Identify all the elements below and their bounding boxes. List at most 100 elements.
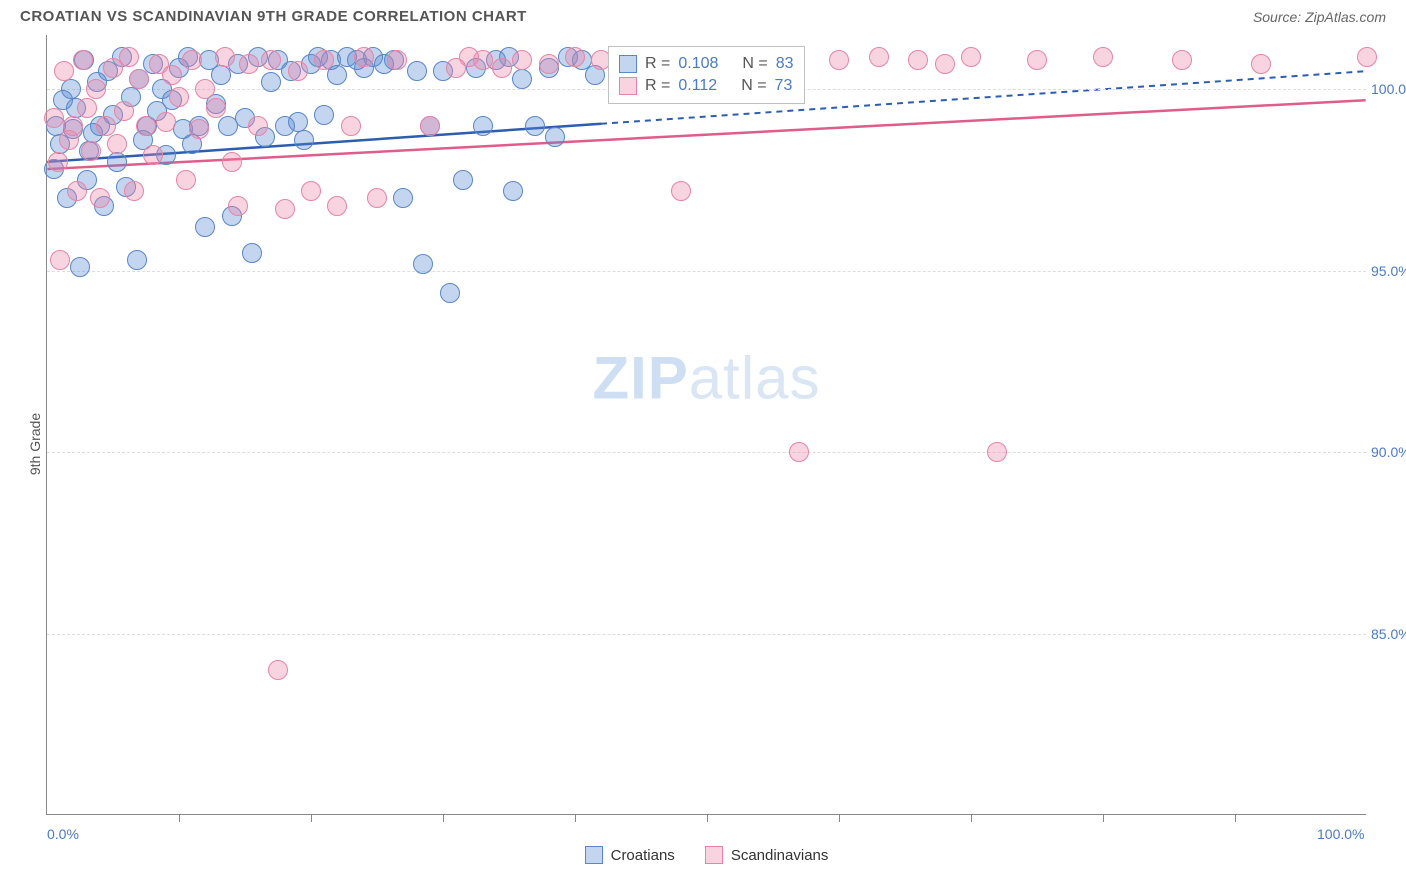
x-tick-mark <box>311 814 312 822</box>
x-tick-mark <box>839 814 840 822</box>
scatter-point <box>50 250 70 270</box>
scatter-point <box>393 188 413 208</box>
scatter-point <box>789 442 809 462</box>
scatter-point <box>114 101 134 121</box>
scatter-point <box>44 108 64 128</box>
scatter-point <box>935 54 955 74</box>
scatter-point <box>77 98 97 118</box>
legend: Croatians Scandinavians <box>47 846 1366 864</box>
scatter-point <box>129 69 149 89</box>
scatter-point <box>1251 54 1271 74</box>
scatter-point <box>671 181 691 201</box>
scatter-point <box>275 199 295 219</box>
scatter-point <box>107 152 127 172</box>
scatter-point <box>1172 50 1192 70</box>
legend-item: Scandinavians <box>705 846 829 864</box>
scatter-point <box>314 50 334 70</box>
scatter-point <box>195 217 215 237</box>
scatter-point <box>367 188 387 208</box>
scatter-point <box>81 141 101 161</box>
x-tick-mark <box>707 814 708 822</box>
series-swatch <box>619 77 637 95</box>
scatter-point <box>354 47 374 67</box>
chart-header: CROATIAN VS SCANDINAVIAN 9TH GRADE CORRE… <box>0 0 1406 29</box>
scatter-point <box>169 87 189 107</box>
scatter-point <box>565 47 585 67</box>
scatter-point <box>143 145 163 165</box>
scatter-point <box>288 61 308 81</box>
scatter-point <box>525 116 545 136</box>
scatter-point <box>503 181 523 201</box>
x-tick-label: 100.0% <box>1317 826 1364 842</box>
scatter-point <box>987 442 1007 462</box>
plot-area: ZIPatlas 100.0%95.0%90.0%85.0%0.0%100.0%… <box>46 35 1366 815</box>
y-tick-label: 85.0% <box>1371 626 1406 642</box>
legend-label: Croatians <box>611 847 675 864</box>
stat-r-value: 0.112 <box>678 75 717 97</box>
scatter-point <box>407 61 427 81</box>
scatter-point <box>261 72 281 92</box>
scatter-point <box>1027 50 1047 70</box>
stats-box: R =0.108N =83R =0.112N =73 <box>608 46 805 104</box>
scatter-point <box>248 116 268 136</box>
stat-n-value: 73 <box>775 75 793 97</box>
x-tick-mark <box>1235 814 1236 822</box>
x-tick-mark <box>1103 814 1104 822</box>
stats-row: R =0.112N =73 <box>619 75 794 97</box>
gridline <box>47 452 1366 453</box>
scatter-point <box>492 58 512 78</box>
scatter-point <box>473 50 493 70</box>
y-axis-label: 9th Grade <box>27 413 43 475</box>
scatter-point <box>90 188 110 208</box>
y-tick-label: 100.0% <box>1371 81 1406 97</box>
scatter-point <box>206 98 226 118</box>
gridline <box>47 271 1366 272</box>
scatter-point <box>215 47 235 67</box>
scatter-point <box>387 50 407 70</box>
scatter-point <box>314 105 334 125</box>
scatter-point <box>70 257 90 277</box>
scatter-point <box>127 250 147 270</box>
scatter-point <box>869 47 889 67</box>
scatter-point <box>341 116 361 136</box>
x-tick-mark <box>179 814 180 822</box>
scatter-point <box>545 127 565 147</box>
stat-r-value: 0.108 <box>678 53 718 75</box>
scatter-point <box>54 61 74 81</box>
scatter-point <box>420 116 440 136</box>
scatter-point <box>195 79 215 99</box>
scatter-point <box>156 112 176 132</box>
scatter-point <box>829 50 849 70</box>
legend-label: Scandinavians <box>731 847 829 864</box>
scatter-point <box>908 50 928 70</box>
scatter-point <box>268 660 288 680</box>
chart-container: 9th Grade ZIPatlas 100.0%95.0%90.0%85.0%… <box>0 29 1406 859</box>
scatter-point <box>473 116 493 136</box>
scatter-point <box>86 79 106 99</box>
scatter-point <box>162 65 182 85</box>
scatter-point <box>1093 47 1113 67</box>
scatter-point <box>124 181 144 201</box>
scatter-point <box>1357 47 1377 67</box>
gridline <box>47 634 1366 635</box>
legend-swatch <box>585 846 603 864</box>
legend-swatch <box>705 846 723 864</box>
scatter-point <box>961 47 981 67</box>
x-tick-mark <box>575 814 576 822</box>
stat-n-label: N = <box>742 53 767 75</box>
stats-row: R =0.108N =83 <box>619 53 794 75</box>
series-swatch <box>619 55 637 73</box>
stat-n-label: N = <box>741 75 766 97</box>
scatter-point <box>189 119 209 139</box>
y-tick-label: 95.0% <box>1371 263 1406 279</box>
scatter-point <box>136 116 156 136</box>
scatter-point <box>228 196 248 216</box>
x-tick-mark <box>971 814 972 822</box>
scatter-point <box>327 196 347 216</box>
scatter-point <box>413 254 433 274</box>
x-tick-mark <box>443 814 444 822</box>
scatter-point <box>63 116 83 136</box>
scatter-point <box>222 152 242 172</box>
scatter-point <box>288 112 308 132</box>
trend-lines <box>47 35 1366 814</box>
